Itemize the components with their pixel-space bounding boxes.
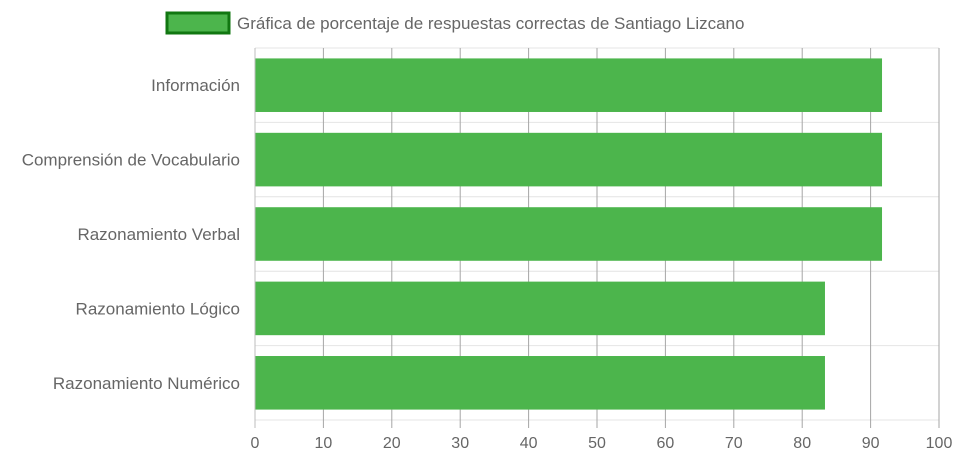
bar[interactable] [255, 207, 883, 261]
y-category-label: Razonamiento Verbal [77, 225, 240, 244]
x-tick-label: 90 [862, 435, 880, 452]
x-tick-label: 70 [725, 435, 743, 452]
bars [255, 58, 883, 410]
x-tick-label: 100 [926, 435, 953, 452]
y-category-label: Razonamiento Numérico [53, 374, 240, 393]
bar[interactable] [255, 281, 825, 336]
x-tick-label: 80 [793, 435, 811, 452]
x-tick-label: 60 [657, 435, 675, 452]
axes: 0 10 20 30 40 50 60 70 80 90 100 Información Compren… [22, 48, 953, 452]
x-tick-label: 30 [451, 435, 469, 452]
x-tick-label: 0 [251, 435, 260, 452]
x-tick-label: 10 [315, 435, 333, 452]
legend-swatch[interactable] [165, 11, 231, 35]
legend[interactable]: Gráfica de porcentaje de respuestas corr… [165, 11, 744, 35]
bar[interactable] [255, 58, 883, 112]
x-tick-label: 40 [520, 435, 538, 452]
x-tick-label: 50 [588, 435, 606, 452]
y-category-label: Información [151, 76, 240, 95]
bar[interactable] [255, 356, 825, 410]
legend-label[interactable]: Gráfica de porcentaje de respuestas corr… [237, 14, 744, 33]
bar[interactable] [255, 132, 883, 187]
x-tick-label: 20 [383, 435, 401, 452]
y-category-label: Comprensión de Vocabulario [22, 151, 240, 170]
y-category-label: Razonamiento Lógico [76, 299, 240, 318]
